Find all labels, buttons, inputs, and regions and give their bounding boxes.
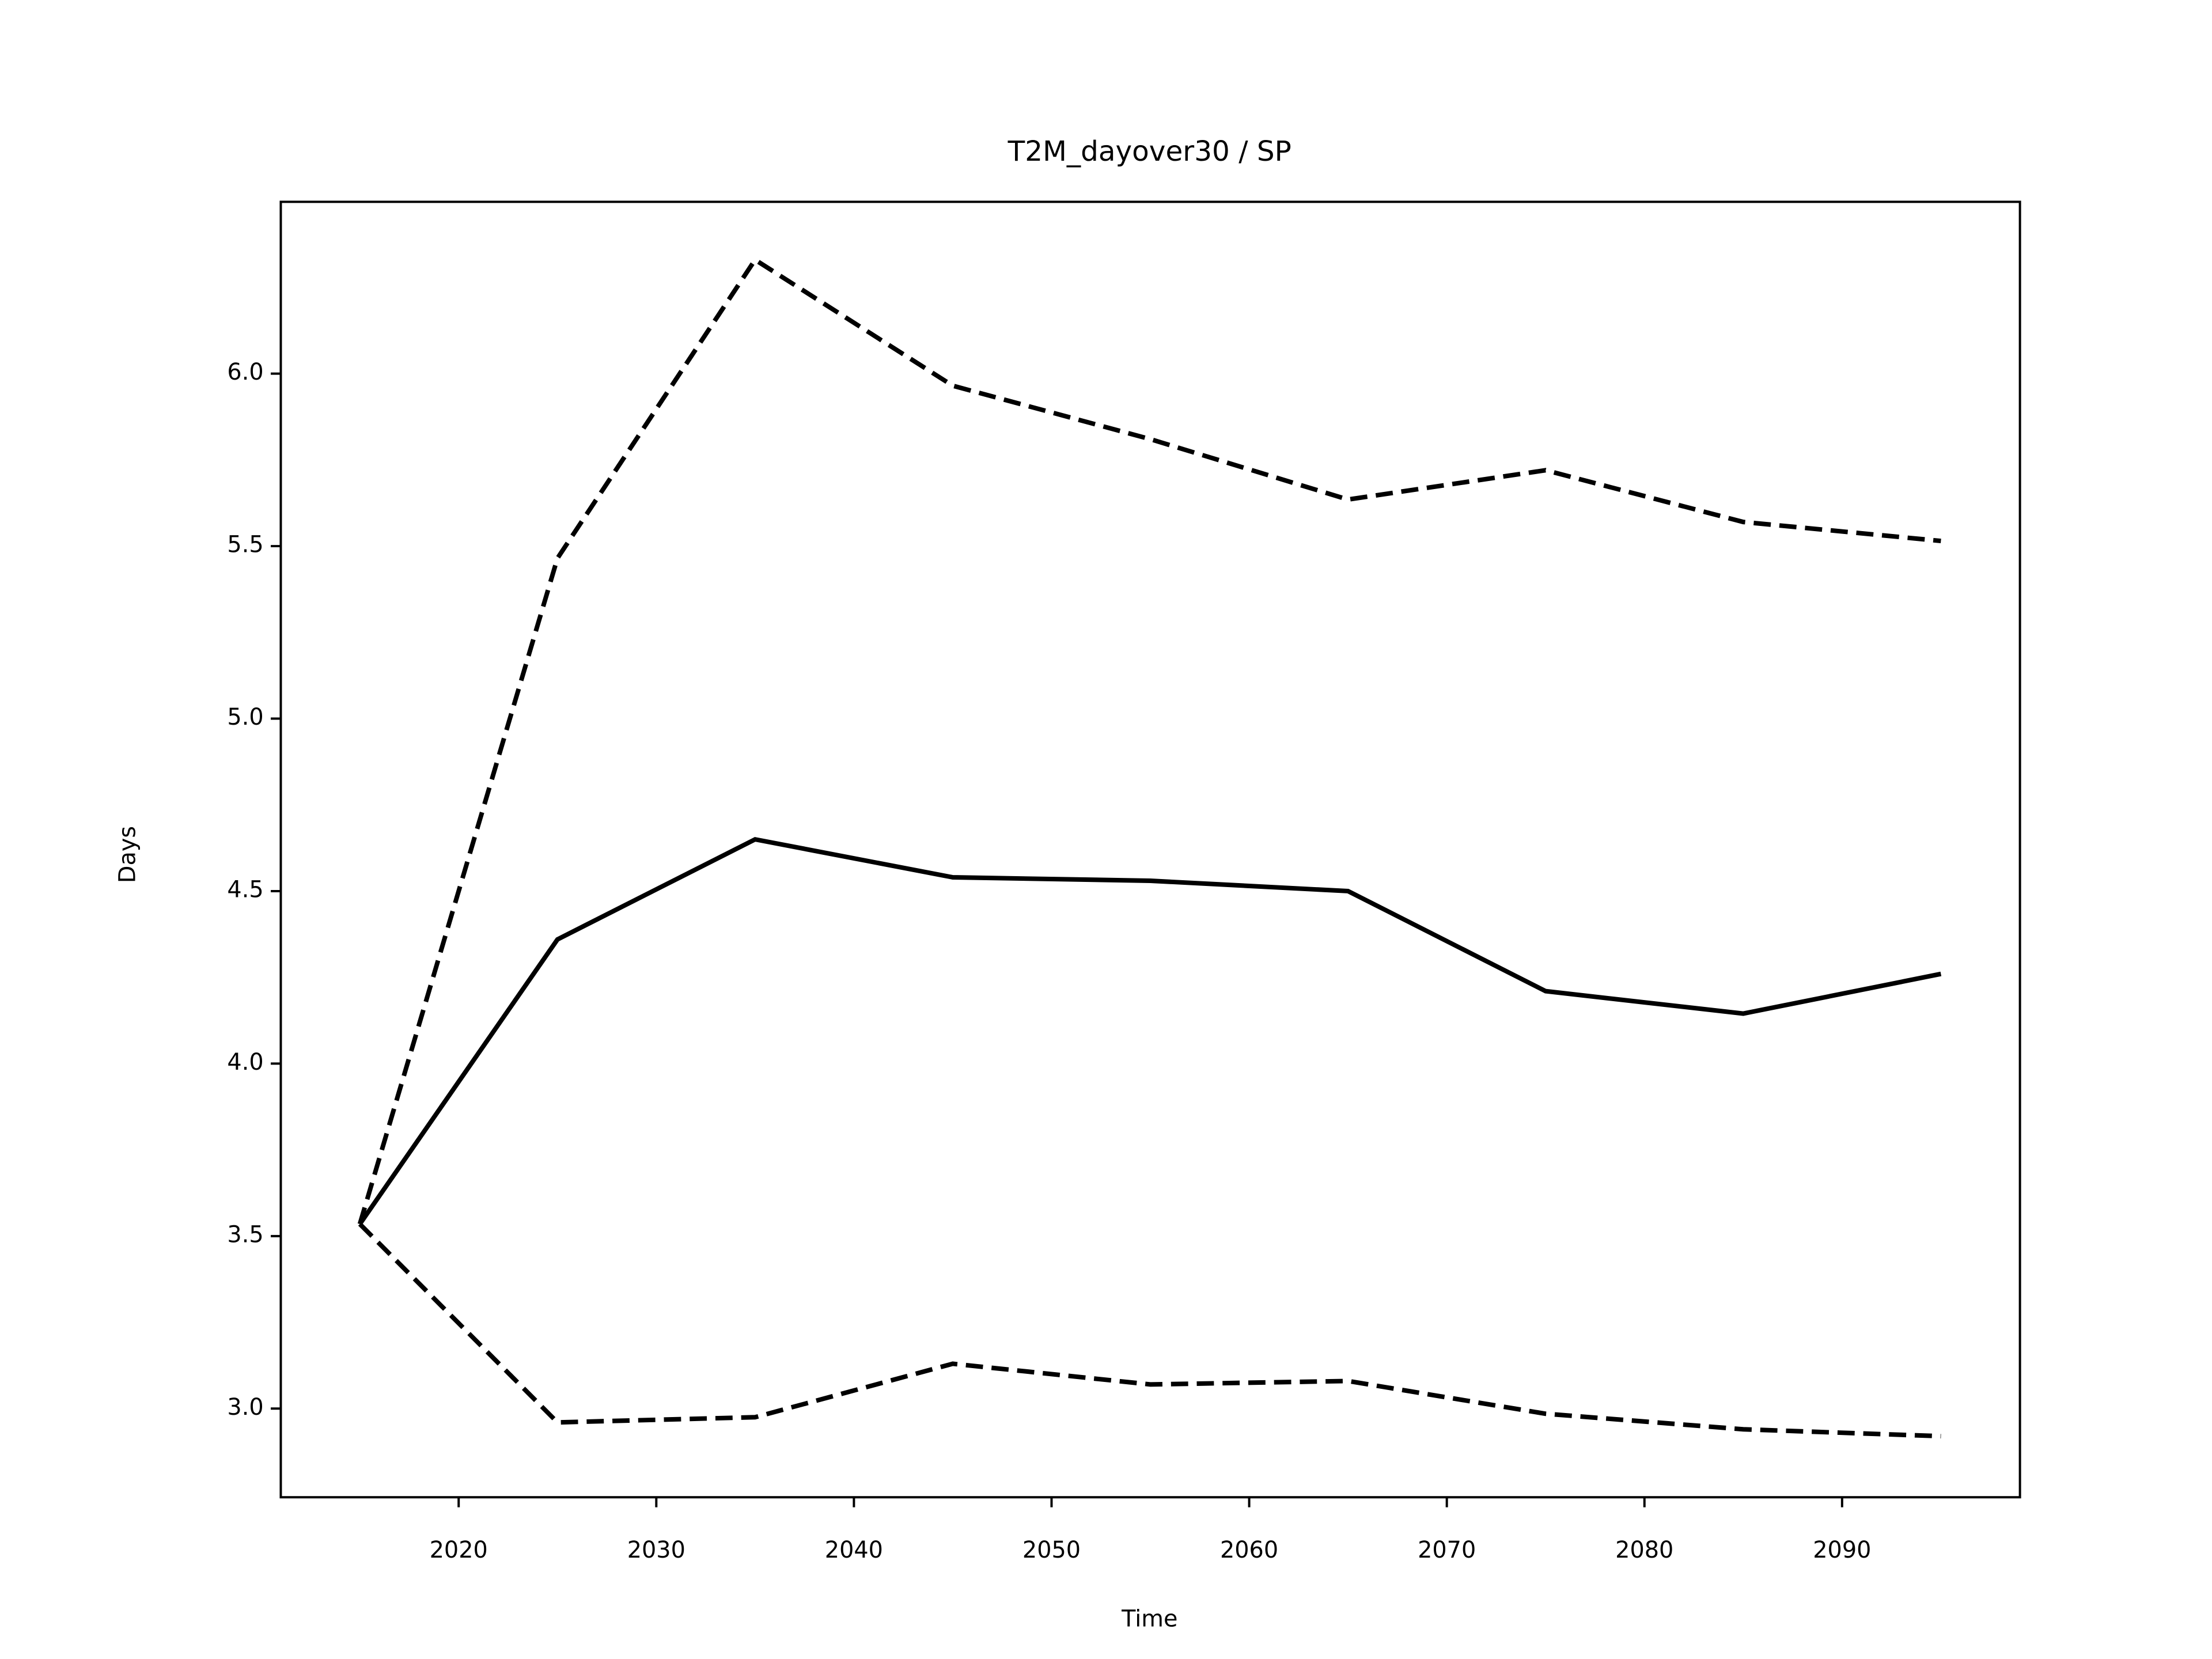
y-tick-label: 4.0 [227,1049,263,1075]
x-tick-label: 2050 [1022,1537,1081,1563]
y-tick-label: 5.0 [227,704,263,730]
series-line [358,1222,1941,1439]
plot-frame [279,200,2021,1499]
x-tick-label: 2080 [1615,1537,1673,1563]
x-tick-label: 2060 [1220,1537,1278,1563]
series-line [358,836,1942,1226]
series-line [357,256,1941,1225]
y-tick-label: 3.5 [227,1221,263,1248]
x-tick-label: 2020 [430,1537,488,1563]
y-tick-label: 3.0 [227,1394,263,1421]
x-tick-label: 2040 [825,1537,883,1563]
x-tick-label: 2090 [1813,1537,1871,1563]
y-axis-label: Days [115,826,141,883]
y-tick-label: 6.0 [227,359,263,385]
chart-title: T2M_dayover30 / SP [1007,135,1291,168]
x-tick-label: 2070 [1418,1537,1476,1563]
x-tick-label: 2030 [627,1537,685,1563]
x-axis-label: Time [1121,1605,1177,1632]
y-tick-label: 5.5 [227,532,263,558]
y-tick-label: 4.5 [227,876,263,903]
